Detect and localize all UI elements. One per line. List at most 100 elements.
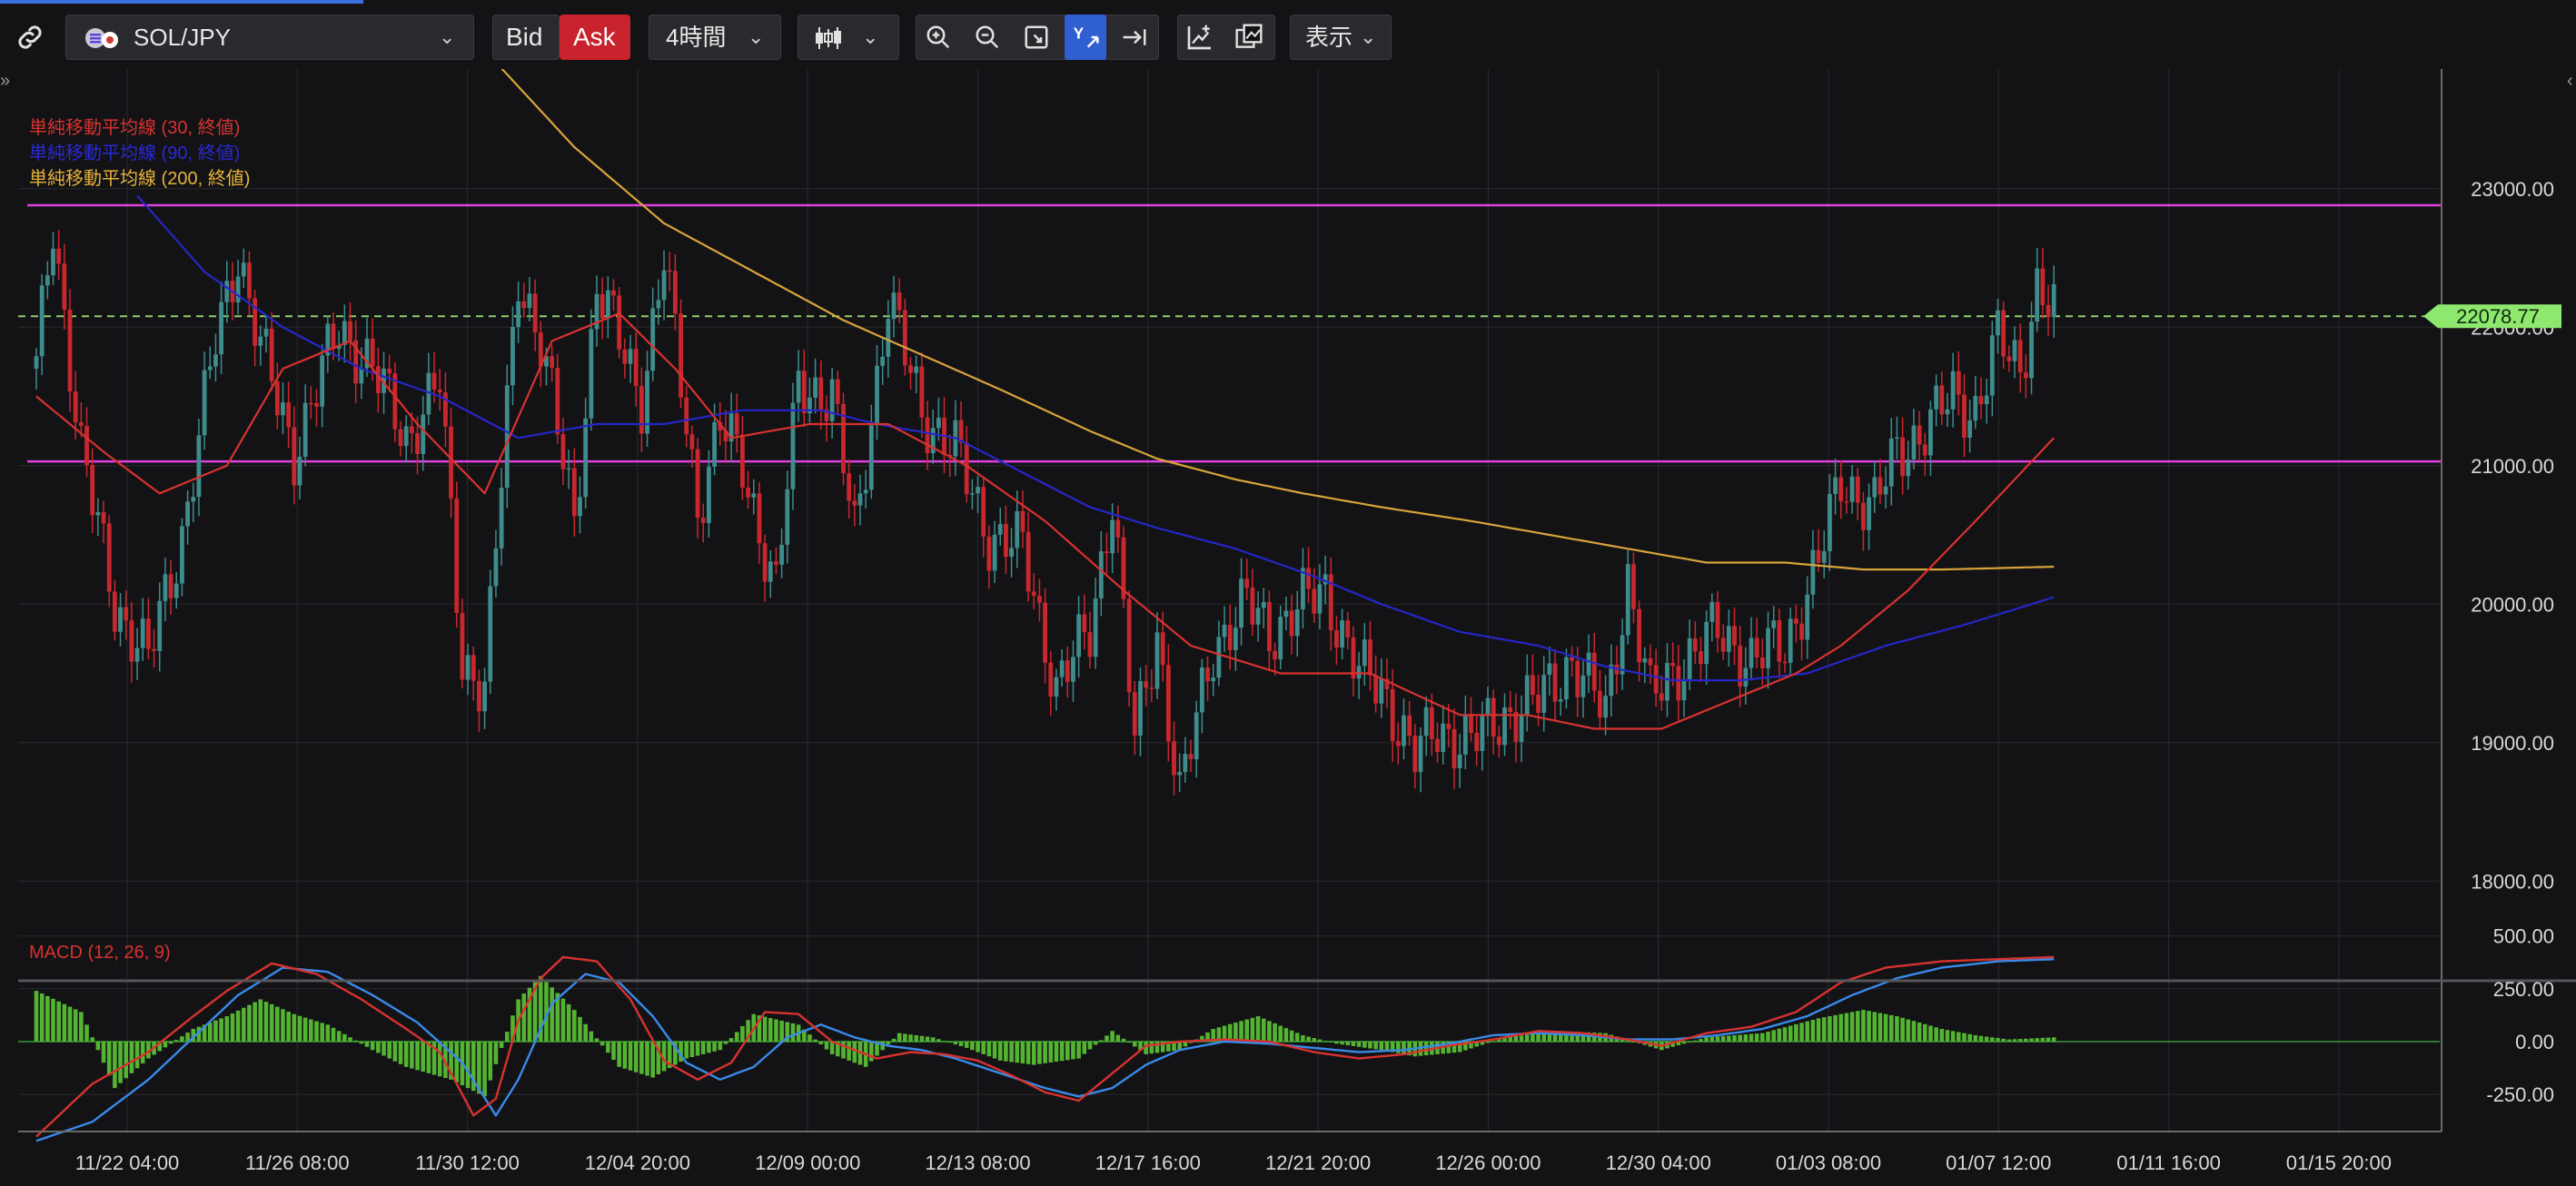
main-chart-marks (18, 69, 2442, 796)
legend-sma30[interactable]: 単純移動平均線 (30, 終値) (29, 118, 241, 138)
macd-histogram-bar (1334, 1041, 1339, 1044)
macd-histogram-bar (1580, 1032, 1586, 1042)
candle-body (930, 428, 936, 454)
macd-histogram-bar (611, 1041, 616, 1061)
candle-body (320, 355, 325, 407)
macd-histogram-bar (1782, 1027, 1788, 1042)
display-menu-button[interactable]: 表示 ⌄ (1290, 15, 1392, 60)
loading-progress-bar (0, 0, 363, 4)
candle-body (689, 434, 695, 450)
candle-body (1412, 736, 1418, 773)
candle-body (1799, 623, 1804, 640)
ask-label: Ask (573, 23, 616, 51)
macd-histogram-bar (224, 1016, 230, 1042)
candle-body (504, 385, 510, 489)
macd-histogram-bar (746, 1020, 750, 1042)
macd-histogram-bar (1105, 1035, 1109, 1042)
macd-histogram-bar (39, 993, 45, 1042)
macd-histogram-bar (768, 1018, 773, 1042)
candle-body (1872, 477, 1878, 498)
candle-body (1962, 394, 1967, 438)
auto-scale-y-icon[interactable]: Y (1065, 15, 1106, 60)
x-tick-label: 12/26 00:00 (1435, 1151, 1541, 1174)
candle-body (1793, 618, 1798, 624)
macd-histogram-bar (253, 1002, 257, 1042)
candle-body (235, 276, 241, 302)
legend-macd[interactable]: MACD (12, 26, 9) (29, 943, 171, 963)
macd-histogram-bar (550, 987, 554, 1042)
chart-area[interactable]: 11/22 04:00 11/26 08:00 11/30 12:00 12/04 2… (0, 69, 2576, 1186)
macd-histogram-bar (875, 1041, 879, 1056)
macd-histogram-bar (1423, 1041, 1429, 1056)
zoom-in-icon[interactable] (917, 15, 959, 60)
y-tick-label: 21000.00 (2471, 455, 2554, 478)
candle-body (1418, 736, 1423, 773)
macd-histogram-bar (403, 1041, 409, 1067)
candle-body (516, 301, 521, 328)
right-panel-toggle-icon[interactable]: ‹ (2567, 71, 2573, 91)
candle-body (1082, 614, 1087, 633)
macd-histogram-bar (510, 1015, 515, 1042)
candle-body (1782, 661, 1788, 664)
candle-body (1922, 444, 1927, 456)
macd-histogram-bar (1351, 1041, 1356, 1046)
bid-button[interactable]: Bid (492, 15, 560, 60)
candle-body (868, 425, 874, 490)
candle-body (976, 487, 980, 494)
chart-type-selector[interactable]: ⌄ (798, 15, 899, 60)
compare-chart-icon[interactable] (1228, 15, 1270, 60)
candle-body (986, 536, 992, 571)
sma90-line (136, 194, 2055, 682)
macd-histogram-bar (370, 1041, 375, 1051)
symbol-selector[interactable]: SOL/JPY ⌄ (65, 15, 474, 60)
candle-body (521, 301, 527, 309)
macd-line (35, 955, 2055, 1138)
candle-body (992, 534, 997, 571)
candle-body (1278, 617, 1283, 660)
candle-body (1015, 510, 1020, 549)
scroll-to-latest-icon[interactable] (1114, 15, 1155, 60)
candle-body (2001, 310, 2006, 357)
candle-body (364, 338, 370, 369)
candle-body (1043, 602, 1047, 663)
candle-body (1031, 591, 1036, 596)
candle-body (2006, 356, 2012, 361)
candle-body (1317, 584, 1323, 614)
ask-button[interactable]: Ask (560, 15, 630, 60)
y-tick-label: 18000.00 (2471, 870, 2554, 893)
candle-body (1653, 665, 1659, 694)
macd-histogram-bar (84, 1024, 89, 1042)
macd-histogram-bar (1681, 1041, 1687, 1044)
candle-body (1895, 437, 1899, 440)
candle-body (1917, 425, 1922, 445)
candle-body (1328, 574, 1333, 631)
candle-body (1670, 663, 1676, 667)
candle-body (454, 498, 460, 613)
link-icon[interactable] (9, 15, 51, 60)
legend-sma90[interactable]: 単純移動平均線 (90, 終値) (29, 143, 241, 163)
macd-histogram-bar (1278, 1025, 1283, 1042)
fit-screen-icon[interactable] (1016, 15, 1057, 60)
macd-histogram-bar (728, 1038, 734, 1042)
candle-body (958, 420, 964, 443)
zoom-out-icon[interactable] (966, 15, 1008, 60)
candle-body (1805, 594, 1810, 640)
candle-body (1558, 699, 1563, 702)
candle-body (342, 321, 347, 345)
timeframe-selector[interactable]: 4時間 ⌄ (649, 15, 781, 60)
candle-body (779, 544, 785, 565)
add-indicator-icon[interactable] (1179, 15, 1221, 60)
candle-body (1570, 657, 1574, 661)
macd-histogram-bar (392, 1041, 398, 1062)
legend-sma200[interactable]: 単純移動平均線 (200, 終値) (29, 169, 251, 189)
macd-histogram-bar (2051, 1037, 2056, 1042)
candle-body (751, 493, 757, 498)
candle-body (723, 430, 728, 442)
left-panel-toggle-icon[interactable]: » (0, 71, 11, 91)
candle-body (1368, 639, 1372, 676)
candle-body (914, 366, 919, 373)
candle-body (1939, 385, 1945, 415)
macd-histogram-bar (622, 1041, 628, 1069)
macd-histogram-bar (1160, 1041, 1165, 1053)
macd-histogram-bar (1872, 1012, 1878, 1042)
